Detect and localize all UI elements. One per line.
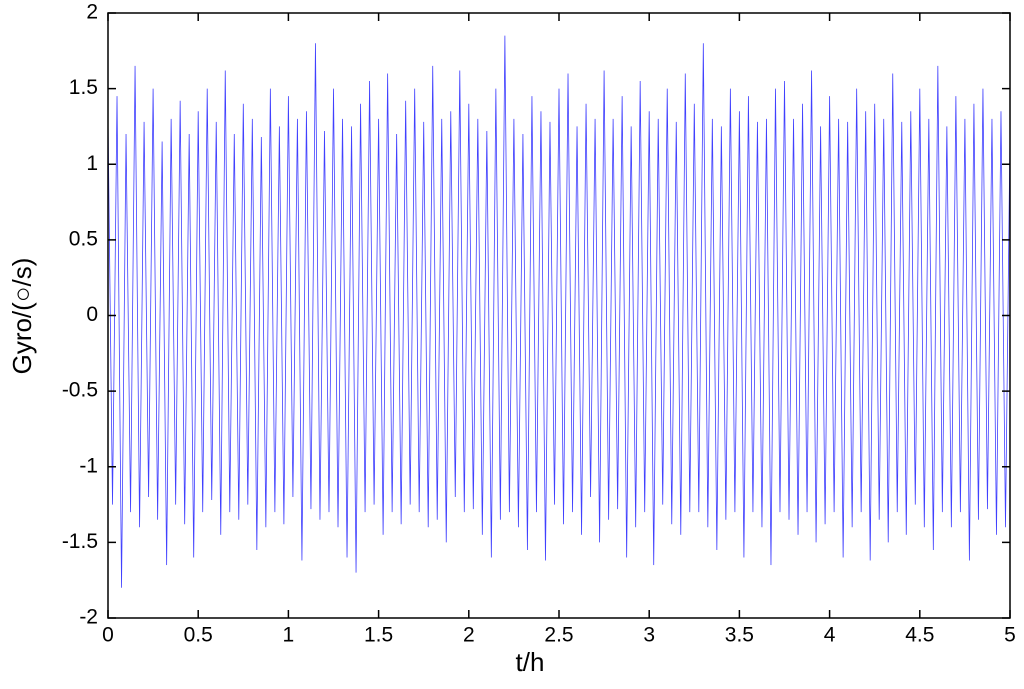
x-tick-label: 2.5	[544, 624, 573, 647]
x-axis-label: t/h	[516, 647, 545, 677]
y-tick-label: -2	[79, 606, 98, 629]
y-axis-label: Gyro/(○/s)	[7, 258, 37, 375]
x-tick-label: 1	[283, 624, 295, 647]
x-tick-label: 1.5	[364, 624, 393, 647]
x-tick-label: 4	[824, 624, 836, 647]
y-tick-label: 1	[86, 152, 98, 175]
x-tick-label: 0.5	[184, 624, 213, 647]
y-tick-label: -1	[79, 454, 98, 477]
x-tick-label: 5	[1004, 624, 1016, 647]
x-tick-label: 0	[102, 624, 114, 647]
y-tick-label: -1.5	[62, 530, 98, 553]
x-tick-label: 2	[463, 624, 475, 647]
data-line	[107, 35, 1011, 588]
y-tick-label: 2	[86, 1, 98, 24]
y-tick-label: 0	[86, 303, 98, 326]
y-tick-label: 0.5	[69, 227, 98, 250]
x-tick-label: 4.5	[905, 624, 934, 647]
y-tick-label: 1.5	[69, 76, 98, 99]
y-tick-label: -0.5	[62, 379, 98, 402]
x-tick-label: 3	[643, 624, 655, 647]
x-tick-label: 3.5	[725, 624, 754, 647]
